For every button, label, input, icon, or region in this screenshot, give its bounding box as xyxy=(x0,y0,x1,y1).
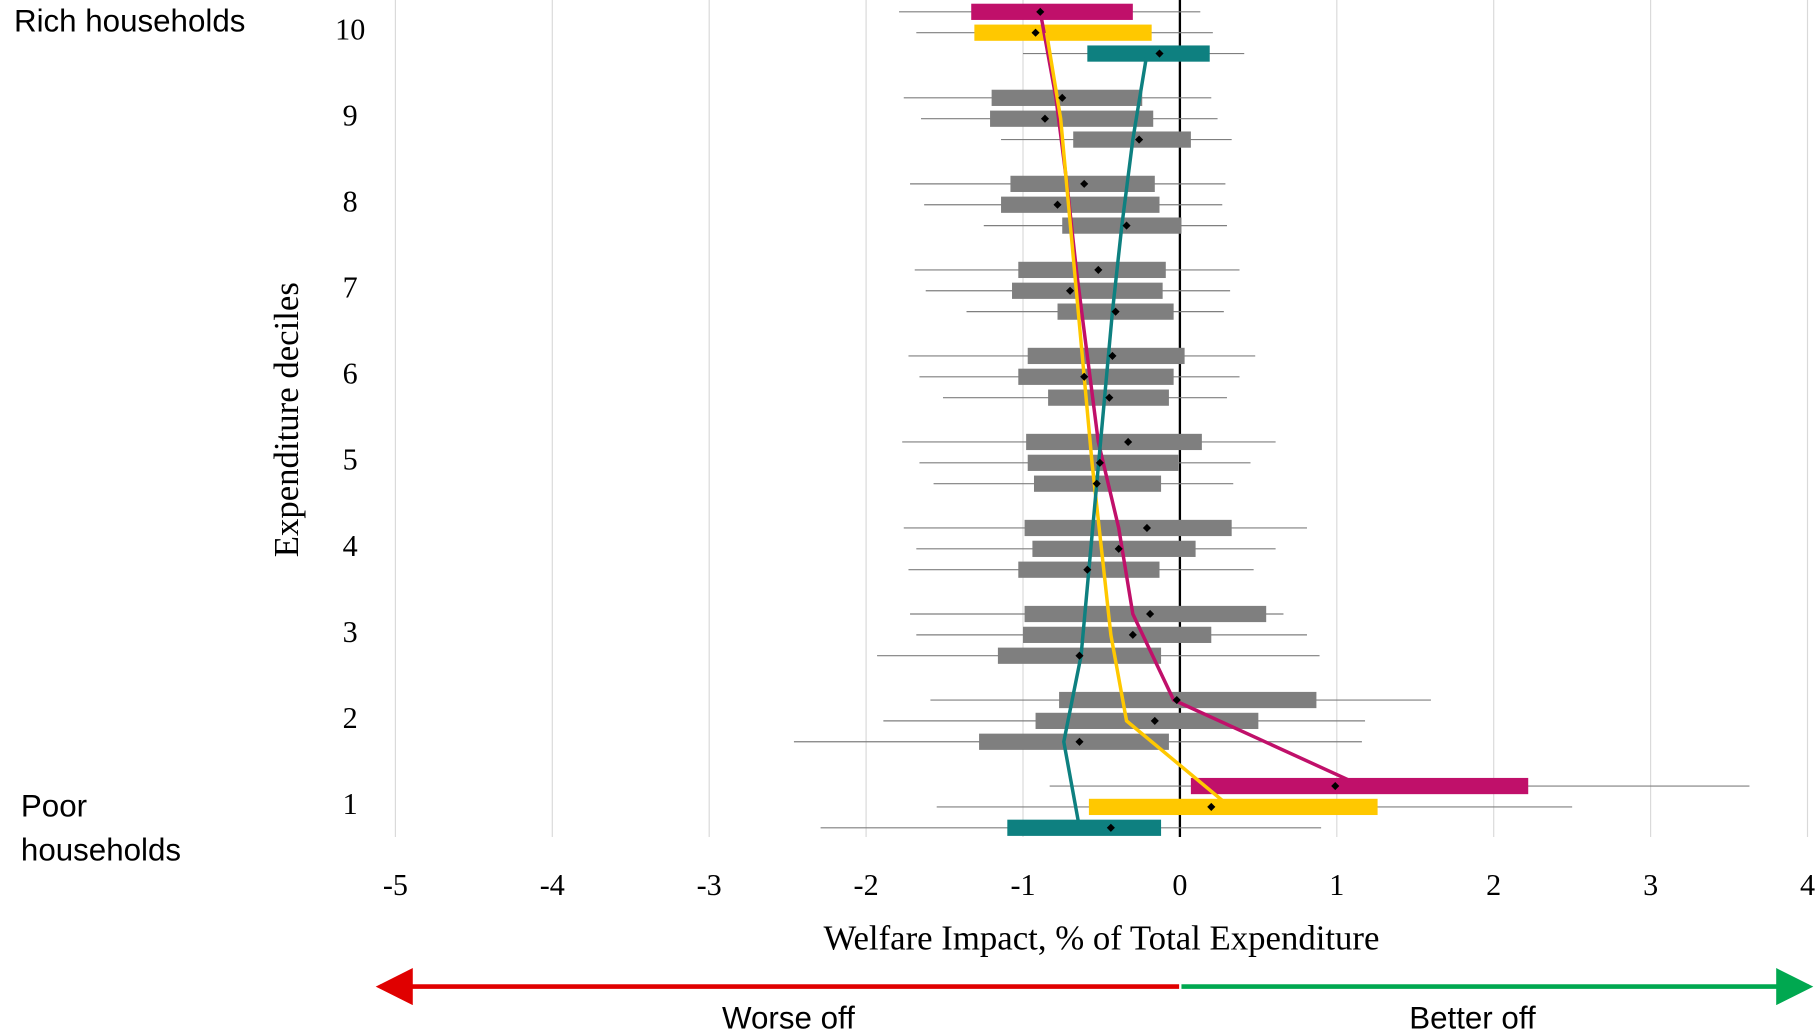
mean-marker xyxy=(1124,437,1133,447)
mean-marker xyxy=(1146,609,1155,619)
box xyxy=(979,733,1169,750)
box xyxy=(1012,282,1163,299)
mean-marker xyxy=(1092,479,1101,488)
mean-marker xyxy=(1075,651,1084,660)
y-tick-label: 3 xyxy=(343,615,358,649)
mean-marker xyxy=(1122,221,1131,230)
y-tick-label: 2 xyxy=(343,701,358,735)
mean-marker xyxy=(1040,114,1050,123)
mean-marker xyxy=(1036,7,1045,16)
mean-marker xyxy=(1114,544,1123,553)
mean-marker xyxy=(1135,135,1144,144)
mean-marker xyxy=(1150,716,1159,725)
arrow-label: Worse off xyxy=(722,1000,855,1035)
mean-marker xyxy=(1331,781,1340,791)
mean-marker xyxy=(1083,565,1092,574)
box xyxy=(1018,368,1174,385)
y-axis-label: Expenditure deciles xyxy=(267,282,306,557)
x-tick-label: -5 xyxy=(383,868,408,902)
y-tick-label: 10 xyxy=(335,13,365,47)
y-tick-label: 4 xyxy=(343,529,358,563)
annotation: Poor xyxy=(21,788,87,823)
mean-marker xyxy=(1111,307,1120,316)
box xyxy=(1032,540,1196,557)
mean-marker xyxy=(1053,200,1062,209)
x-tick-label: -3 xyxy=(697,868,722,902)
box xyxy=(990,110,1154,127)
trend-line xyxy=(1044,32,1232,809)
mean-marker xyxy=(1080,179,1089,188)
y-tick-label: 8 xyxy=(343,185,358,219)
mean-marker xyxy=(1142,523,1152,533)
box xyxy=(1007,819,1162,836)
box xyxy=(1088,798,1378,816)
annotation: Rich households xyxy=(14,3,245,38)
y-tick-label: 7 xyxy=(343,271,358,305)
mean-marker xyxy=(1094,265,1103,274)
box xyxy=(974,24,1152,41)
x-tick-label: -1 xyxy=(1010,868,1035,902)
mean-marker xyxy=(1108,351,1117,360)
mean-marker xyxy=(1080,372,1089,381)
x-tick-label: 3 xyxy=(1643,868,1658,902)
mean-marker xyxy=(1095,458,1104,467)
trend-line xyxy=(1062,53,1149,829)
box xyxy=(971,3,1133,20)
x-axis-label: Welfare Impact, % of Total Expenditure xyxy=(823,918,1379,957)
arrow-label: Better off xyxy=(1409,1000,1536,1035)
x-tick-label: 1 xyxy=(1329,868,1344,902)
annotation: households xyxy=(21,832,181,867)
box xyxy=(1024,605,1267,623)
box xyxy=(1001,196,1160,213)
y-tick-label: 9 xyxy=(343,99,358,133)
x-tick-label: -2 xyxy=(854,868,879,902)
box xyxy=(1023,626,1212,643)
box xyxy=(1024,519,1232,537)
box xyxy=(1087,45,1210,62)
box xyxy=(991,89,1143,106)
box xyxy=(1027,347,1185,365)
y-tick-label: 1 xyxy=(343,787,358,821)
x-tick-label: 4 xyxy=(1800,868,1815,902)
x-tick-label: 0 xyxy=(1172,868,1187,902)
x-tick-label: 2 xyxy=(1486,868,1501,902)
mean-marker xyxy=(1106,823,1115,832)
box xyxy=(1035,712,1259,730)
mean-marker xyxy=(1075,737,1084,746)
box xyxy=(1018,261,1166,279)
x-tick-label: -4 xyxy=(540,868,565,902)
y-tick-label: 5 xyxy=(343,443,358,477)
y-tick-label: 6 xyxy=(343,357,358,391)
box xyxy=(1026,433,1202,451)
